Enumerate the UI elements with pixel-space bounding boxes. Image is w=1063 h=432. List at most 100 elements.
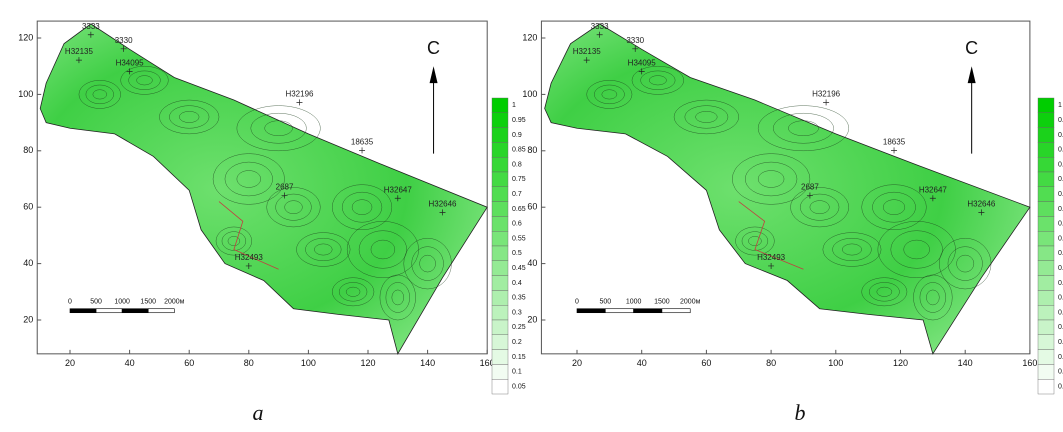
north-head	[967, 66, 976, 84]
legend-swatch	[491, 379, 509, 395]
legend-swatch	[491, 97, 509, 114]
legend-swatch	[491, 156, 509, 173]
well-label: 3330	[115, 36, 133, 45]
well-label: 18635	[883, 137, 906, 146]
contour	[732, 153, 811, 205]
legend-swatch	[1037, 260, 1055, 276]
x-tick-label: 120	[360, 358, 375, 368]
contour	[331, 277, 375, 307]
legend-swatch	[1037, 334, 1055, 350]
map-panel: 20 40 60 80 100 120 140 160 20 40 60 80 100 120 3333 33…	[18, 20, 526, 425]
y-tick-label: 40	[23, 258, 33, 268]
scale-label: 1500	[140, 299, 156, 306]
well-label: 3333	[591, 22, 609, 31]
well-label: 2687	[276, 183, 294, 192]
contour	[370, 239, 396, 260]
well-marker	[929, 195, 936, 202]
well-marker	[768, 262, 775, 269]
well-label: 2687	[801, 183, 819, 192]
well-marker	[75, 57, 82, 64]
legend-swatch	[1037, 245, 1055, 262]
legend-swatch	[1037, 275, 1055, 291]
well-label: H32493	[235, 253, 264, 262]
scale-segment	[633, 308, 663, 314]
legend-label: 0.25	[512, 324, 526, 331]
legend-label: 0.8	[512, 161, 522, 168]
contour	[882, 199, 906, 215]
scale-label: 1000	[626, 299, 642, 306]
contour	[872, 191, 916, 223]
contour	[735, 226, 775, 256]
well-marker	[87, 31, 94, 38]
legend-swatch	[1037, 142, 1055, 158]
caption: b	[795, 400, 806, 425]
north-label: C	[965, 38, 978, 58]
well-marker	[245, 262, 252, 269]
contour	[296, 232, 351, 267]
well-label: H32493	[757, 253, 786, 262]
legend-swatch	[1037, 349, 1055, 365]
legend-label: 0.3	[512, 309, 522, 316]
y-tick-label: 60	[527, 202, 537, 212]
contour	[331, 184, 393, 231]
x-tick-label: 20	[572, 358, 582, 368]
legend-label: 0.4	[512, 280, 522, 287]
contour	[221, 231, 247, 251]
x-tick-label: 120	[893, 358, 908, 368]
legend-label: 0.1	[512, 369, 522, 376]
well-marker	[583, 57, 590, 64]
legend-swatch	[491, 216, 509, 232]
legend-swatch	[491, 349, 509, 365]
contour	[85, 84, 114, 105]
legend-swatch	[491, 245, 509, 262]
contour	[215, 226, 253, 256]
x-tick-label: 80	[244, 358, 254, 368]
contour	[956, 254, 975, 273]
fault	[218, 201, 279, 270]
contour	[419, 254, 436, 273]
scale-segment	[147, 308, 175, 314]
x-tick-label: 100	[301, 358, 316, 368]
legend-label: 0.5	[512, 250, 522, 257]
contour	[385, 282, 410, 313]
contour	[338, 282, 368, 302]
contour	[227, 236, 241, 246]
contour	[744, 161, 798, 197]
legend-swatch	[491, 201, 509, 217]
contour	[757, 170, 785, 188]
well-label: H32646	[967, 199, 996, 208]
contour	[648, 75, 667, 86]
legend-label: 0.65	[512, 206, 526, 213]
legend-label: 0.2	[512, 339, 522, 346]
x-tick-label: 160	[1022, 358, 1037, 368]
contour	[861, 277, 908, 307]
contour	[594, 84, 625, 105]
x-tick-label: 140	[420, 358, 435, 368]
scale-label: 2000м	[680, 299, 701, 306]
well-marker	[632, 45, 639, 52]
legend-label: 0.55	[1058, 235, 1063, 242]
legend-label: 0.15	[1058, 354, 1063, 361]
contour	[379, 274, 416, 321]
contour	[809, 200, 830, 215]
legend-label: 0.55	[512, 235, 526, 242]
region	[39, 23, 488, 355]
legend-label: 0.75	[1058, 176, 1063, 183]
contour	[773, 112, 834, 144]
legend-label: 1	[512, 102, 516, 109]
legend-label: 0.85	[512, 147, 526, 154]
legend-swatch	[1037, 216, 1055, 232]
legend-swatch	[491, 364, 509, 380]
legend-label: 0.25	[1058, 324, 1063, 331]
contour	[212, 153, 285, 205]
y-tick-label: 100	[522, 89, 537, 99]
well-marker	[296, 99, 303, 106]
north-head	[429, 66, 438, 84]
contour	[890, 230, 943, 269]
legend-swatch	[1037, 290, 1055, 306]
scale-segment	[95, 308, 123, 314]
well-marker	[439, 209, 446, 216]
legend-label: 0.2	[1058, 339, 1063, 346]
scale-label: 500	[599, 299, 611, 306]
well-label: H32135	[573, 47, 602, 56]
